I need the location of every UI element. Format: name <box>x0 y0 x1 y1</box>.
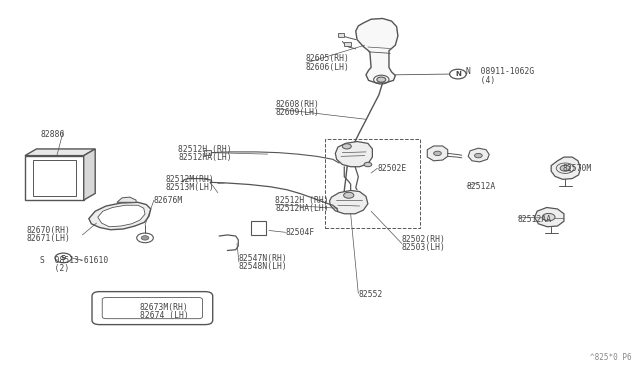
Text: (4): (4) <box>466 76 495 84</box>
Text: 82512HA(LH): 82512HA(LH) <box>275 205 329 214</box>
Text: 82504F: 82504F <box>285 228 315 237</box>
Text: 82512HA(LH): 82512HA(LH) <box>178 153 232 162</box>
Circle shape <box>542 214 555 221</box>
Text: 82502E: 82502E <box>378 164 407 173</box>
Circle shape <box>474 153 482 158</box>
Text: 82502(RH): 82502(RH) <box>402 235 445 244</box>
Text: 82605(RH): 82605(RH) <box>306 54 350 62</box>
Polygon shape <box>534 208 564 227</box>
Text: 82570M: 82570M <box>563 164 592 173</box>
Polygon shape <box>89 202 151 230</box>
Text: 82671(LH): 82671(LH) <box>26 234 70 243</box>
Text: ^825*0 P6: ^825*0 P6 <box>590 353 632 362</box>
Text: 82512M(RH): 82512M(RH) <box>166 175 214 184</box>
Text: 82512AA: 82512AA <box>518 215 552 224</box>
Text: 82503(LH): 82503(LH) <box>402 243 445 252</box>
Polygon shape <box>344 42 351 46</box>
Circle shape <box>364 162 372 167</box>
Text: 82670(RH): 82670(RH) <box>26 226 70 235</box>
Text: 82513M(LH): 82513M(LH) <box>166 183 214 192</box>
Polygon shape <box>356 19 398 83</box>
Bar <box>25 155 84 200</box>
Text: S  08513-61610: S 08513-61610 <box>40 256 109 264</box>
Polygon shape <box>84 149 95 200</box>
Text: 82674 (LH): 82674 (LH) <box>140 311 189 320</box>
Polygon shape <box>98 205 145 227</box>
Text: 82606(LH): 82606(LH) <box>306 63 350 72</box>
Circle shape <box>434 151 442 155</box>
Circle shape <box>344 192 354 198</box>
Text: 82548N(LH): 82548N(LH) <box>239 262 287 271</box>
Text: 82608(RH): 82608(RH) <box>275 100 319 109</box>
Circle shape <box>141 235 149 240</box>
Bar <box>325 138 420 228</box>
Circle shape <box>560 165 570 171</box>
Polygon shape <box>428 146 448 161</box>
FancyBboxPatch shape <box>102 298 202 319</box>
Polygon shape <box>117 197 136 202</box>
Bar <box>33 160 76 196</box>
FancyBboxPatch shape <box>92 292 212 325</box>
Text: 82552: 82552 <box>358 290 383 299</box>
Text: 82673M(RH): 82673M(RH) <box>140 303 189 312</box>
Polygon shape <box>335 141 372 167</box>
Text: 82512H (RH): 82512H (RH) <box>275 196 329 205</box>
Polygon shape <box>204 150 211 155</box>
Text: N  08911-1062G: N 08911-1062G <box>466 67 534 76</box>
Polygon shape <box>330 190 368 214</box>
Text: 82547N(RH): 82547N(RH) <box>239 254 287 263</box>
Circle shape <box>342 144 351 149</box>
Bar <box>251 221 266 235</box>
Text: 82512H (RH): 82512H (RH) <box>178 145 232 154</box>
Circle shape <box>377 77 386 82</box>
Text: 82676M: 82676M <box>154 196 183 205</box>
Text: 82609(LH): 82609(LH) <box>275 108 319 117</box>
Text: N: N <box>455 71 461 77</box>
Text: 82886: 82886 <box>40 129 65 139</box>
Polygon shape <box>551 157 580 179</box>
Text: 82512A: 82512A <box>467 182 496 190</box>
Polygon shape <box>468 148 489 162</box>
Text: S: S <box>61 255 66 261</box>
Polygon shape <box>338 33 344 37</box>
Text: (2): (2) <box>40 264 70 273</box>
Polygon shape <box>25 149 95 155</box>
